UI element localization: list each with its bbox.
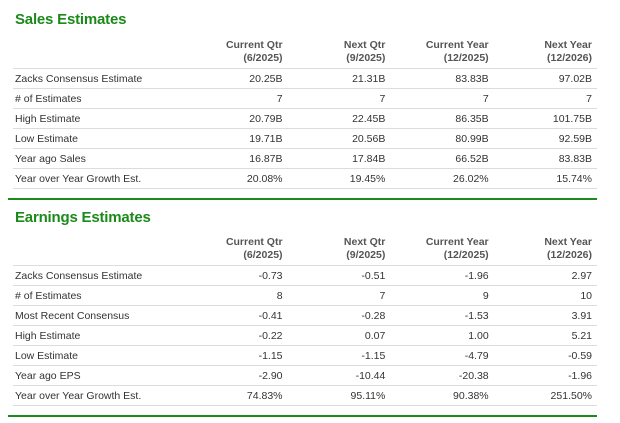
- cell-value: 19.71B: [184, 128, 288, 149]
- row-label: Low Estimate: [13, 345, 185, 366]
- earnings-estimates-table: Current Qtr (6/2025) Next Qtr (9/2025) Cur…: [13, 234, 597, 406]
- header-current-qtr: Current Qtr (6/2025): [184, 234, 288, 266]
- cell-value: -0.51: [287, 265, 391, 286]
- cell-value: 22.45B: [287, 108, 391, 129]
- cell-value: 19.45%: [287, 168, 391, 189]
- cell-value: 1.00: [390, 325, 494, 346]
- table-row: Low Estimate -1.15 -1.15 -4.79 -0.59: [13, 345, 597, 366]
- table-row: Zacks Consensus Estimate 20.25B 21.31B 8…: [13, 68, 597, 89]
- header-next-year: Next Year (12/2026): [493, 234, 597, 266]
- cell-value: 74.83%: [184, 385, 288, 406]
- cell-value: -0.59: [493, 345, 597, 366]
- cell-value: -1.53: [390, 305, 494, 326]
- cell-value: 101.75B: [493, 108, 597, 129]
- header-next-qtr: Next Qtr (9/2025): [287, 37, 391, 69]
- cell-value: -2.90: [184, 365, 288, 386]
- cell-value: 97.02B: [493, 68, 597, 89]
- cell-value: -4.79: [390, 345, 494, 366]
- row-label: Low Estimate: [13, 128, 185, 149]
- cell-value: 83.83B: [493, 148, 597, 169]
- table-row: Year ago EPS -2.90 -10.44 -20.38 -1.96: [13, 365, 597, 386]
- header-current-qtr: Current Qtr (6/2025): [184, 37, 288, 69]
- table-row: Year over Year Growth Est. 20.08% 19.45%…: [13, 168, 597, 189]
- cell-value: 10: [493, 285, 597, 306]
- cell-value: -0.28: [287, 305, 391, 326]
- cell-value: -0.73: [184, 265, 288, 286]
- row-label: # of Estimates: [13, 285, 185, 306]
- row-label: Most Recent Consensus: [13, 305, 185, 326]
- cell-value: 20.56B: [287, 128, 391, 149]
- sales-estimates-table: Current Qtr (6/2025) Next Qtr (9/2025) Cur…: [13, 37, 597, 189]
- table-row: # of Estimates 7 7 7 7: [13, 88, 597, 109]
- cell-value: 90.38%: [390, 385, 494, 406]
- cell-value: 17.84B: [287, 148, 391, 169]
- table-row: Most Recent Consensus -0.41 -0.28 -1.53 …: [13, 305, 597, 326]
- cell-value: 3.91: [493, 305, 597, 326]
- cell-value: 20.08%: [184, 168, 288, 189]
- earnings-estimates-title: Earnings Estimates: [15, 209, 151, 226]
- cell-value: 15.74%: [493, 168, 597, 189]
- cell-value: 16.87B: [184, 148, 288, 169]
- header-next-qtr: Next Qtr (9/2025): [287, 234, 391, 266]
- cell-value: 66.52B: [390, 148, 494, 169]
- row-label: Year over Year Growth Est.: [13, 168, 185, 189]
- row-label: Zacks Consensus Estimate: [13, 68, 185, 89]
- cell-value: 26.02%: [390, 168, 494, 189]
- cell-value: 251.50%: [493, 385, 597, 406]
- table-row: High Estimate 20.79B 22.45B 86.35B 101.7…: [13, 108, 597, 129]
- cell-value: 8: [184, 285, 288, 306]
- cell-value: -10.44: [287, 365, 391, 386]
- cell-value: 83.83B: [390, 68, 494, 89]
- table-row: Low Estimate 19.71B 20.56B 80.99B 92.59B: [13, 128, 597, 149]
- cell-value: 7: [287, 285, 391, 306]
- cell-value: 95.11%: [287, 385, 391, 406]
- header-blank: [13, 234, 185, 266]
- cell-value: -0.22: [184, 325, 288, 346]
- cell-value: -1.96: [390, 265, 494, 286]
- cell-value: -1.15: [184, 345, 288, 366]
- cell-value: 0.07: [287, 325, 391, 346]
- cell-value: 9: [390, 285, 494, 306]
- cell-value: 7: [184, 88, 288, 109]
- cell-value: 7: [390, 88, 494, 109]
- cell-value: 20.25B: [184, 68, 288, 89]
- cell-value: -1.96: [493, 365, 597, 386]
- section-divider: [8, 415, 597, 417]
- row-label: Year over Year Growth Est.: [13, 385, 185, 406]
- table-header-row: Current Qtr (6/2025) Next Qtr (9/2025) Cur…: [13, 234, 597, 266]
- table-row: High Estimate -0.22 0.07 1.00 5.21: [13, 325, 597, 346]
- row-label: Year ago EPS: [13, 365, 185, 386]
- cell-value: 5.21: [493, 325, 597, 346]
- cell-value: 92.59B: [493, 128, 597, 149]
- row-label: # of Estimates: [13, 88, 185, 109]
- row-label: Zacks Consensus Estimate: [13, 265, 185, 286]
- table-row: Year over Year Growth Est. 74.83% 95.11%…: [13, 385, 597, 406]
- cell-value: 21.31B: [287, 68, 391, 89]
- header-current-year: Current Year (12/2025): [390, 37, 494, 69]
- cell-value: -20.38: [390, 365, 494, 386]
- row-label: High Estimate: [13, 108, 185, 129]
- cell-value: 86.35B: [390, 108, 494, 129]
- table-row: Zacks Consensus Estimate -0.73 -0.51 -1.…: [13, 265, 597, 286]
- cell-value: 20.79B: [184, 108, 288, 129]
- cell-value: 80.99B: [390, 128, 494, 149]
- cell-value: 7: [493, 88, 597, 109]
- table-row: # of Estimates 8 7 9 10: [13, 285, 597, 306]
- header-blank: [13, 37, 185, 69]
- row-label: High Estimate: [13, 325, 185, 346]
- cell-value: -1.15: [287, 345, 391, 366]
- header-next-year: Next Year (12/2026): [493, 37, 597, 69]
- cell-value: 2.97: [493, 265, 597, 286]
- table-row: Year ago Sales 16.87B 17.84B 66.52B 83.8…: [13, 148, 597, 169]
- cell-value: -0.41: [184, 305, 288, 326]
- table-header-row: Current Qtr (6/2025) Next Qtr (9/2025) Cur…: [13, 37, 597, 69]
- section-divider: [8, 198, 597, 200]
- row-label: Year ago Sales: [13, 148, 185, 169]
- sales-estimates-title: Sales Estimates: [15, 11, 127, 28]
- cell-value: 7: [287, 88, 391, 109]
- header-current-year: Current Year (12/2025): [390, 234, 494, 266]
